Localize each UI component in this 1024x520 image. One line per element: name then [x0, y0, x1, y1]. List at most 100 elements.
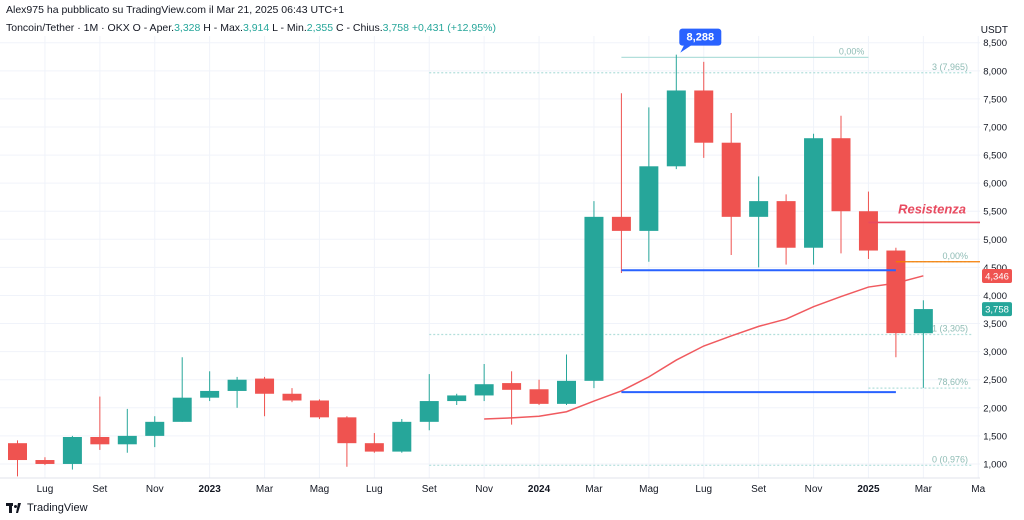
candle-body — [886, 250, 906, 334]
price-tag-label: 3,758 — [985, 305, 1009, 316]
y-tick-label: 4,000 — [983, 291, 1007, 302]
candle-body — [145, 421, 165, 436]
x-tick-label: Mar — [585, 484, 603, 495]
close-value: 3,758 — [382, 22, 409, 34]
publisher-line: Alex975 ha pubblicato su TradingView.com… — [6, 4, 345, 16]
x-tick-label: Lug — [366, 484, 383, 495]
candle-body — [776, 201, 796, 248]
y-tick-label: 1,500 — [983, 431, 1007, 442]
candle-body — [255, 378, 275, 394]
candle-body — [364, 443, 384, 452]
x-tick-label: Nov — [475, 484, 493, 495]
price-tag-box — [982, 269, 1012, 284]
candle-body — [309, 400, 329, 418]
high-callout-label: 8,288 — [687, 32, 715, 44]
y-tick-label: 6,500 — [983, 151, 1007, 162]
candle-body — [666, 90, 686, 167]
y-tick-label: 1,000 — [983, 459, 1007, 470]
x-tick-label: Lug — [37, 484, 54, 495]
resistance-label: Resistenza — [898, 201, 966, 216]
y-tick-label: 5,500 — [983, 207, 1007, 218]
low-value: 2,355 — [306, 22, 334, 34]
x-tick-label: Set — [751, 484, 766, 495]
x-tick-label: Mag — [639, 484, 658, 495]
y-tick-label: 2,500 — [983, 375, 1007, 386]
y-axis-unit: USDT — [981, 25, 1008, 36]
fib-level-label: 0,00% — [839, 46, 865, 56]
x-tick-label: 2025 — [857, 484, 880, 495]
y-tick-label: 7,000 — [983, 122, 1007, 133]
candle-body — [639, 166, 659, 231]
candle-body — [62, 437, 82, 464]
open-value: 3,328 — [174, 22, 201, 34]
y-tick-label: 6,000 — [983, 179, 1007, 190]
candle-body — [172, 397, 192, 422]
candle-body — [804, 138, 824, 248]
x-tick-label: Lug — [695, 484, 712, 495]
candle-body — [858, 211, 878, 251]
y-tick-label: 4,500 — [983, 263, 1007, 274]
high-callout-box — [679, 28, 722, 46]
fib-level-label: 0 (0,976) — [932, 454, 968, 464]
fib-level-label: 1 (3,305) — [932, 324, 968, 334]
candle-body — [749, 201, 769, 217]
y-tick-label: 5,000 — [983, 235, 1007, 246]
y-tick-label: 3,500 — [983, 319, 1007, 330]
candle-body — [282, 393, 302, 401]
candle-body — [8, 443, 27, 461]
change-value: +0,431 (+12,95%) — [411, 22, 496, 34]
x-tick-label: Set — [92, 484, 107, 495]
high-callout-pointer — [680, 44, 693, 53]
candle-body — [447, 395, 467, 402]
x-tick-label: Mar — [915, 484, 933, 495]
x-tick-label: Nov — [805, 484, 823, 495]
candle-body — [117, 435, 137, 445]
candle-body — [90, 437, 110, 445]
fib-level-label: 3 (7,965) — [932, 62, 968, 72]
ohlc-legend: Toncoin/Tether · 1M · OKX O - Aper.3,328… — [6, 22, 496, 34]
candle-body — [611, 216, 631, 231]
candle-body — [529, 389, 549, 404]
y-tick-label: 3,000 — [983, 347, 1007, 358]
low-label: L - Min. — [272, 22, 307, 34]
candle-body — [337, 417, 357, 444]
candle-body — [831, 138, 851, 212]
x-tick-label: 2024 — [528, 484, 551, 495]
price-tag-label: 4,346 — [985, 272, 1009, 283]
candle-body — [694, 90, 714, 143]
open-label: O - Aper. — [132, 22, 175, 34]
candle-body — [557, 380, 576, 404]
candle-body — [392, 421, 412, 452]
x-tick-label: Mag — [310, 484, 329, 495]
candle-body — [419, 401, 439, 422]
candle-body — [502, 383, 522, 390]
tradingview-logo-icon — [6, 503, 22, 513]
footer-brand: TradingView — [6, 502, 88, 514]
y-tick-label: 7,500 — [983, 94, 1007, 105]
x-tick-label: Mar — [256, 484, 274, 495]
x-tick-label: Nov — [146, 484, 164, 495]
candle-body — [35, 460, 55, 464]
fib-level-label: 78,60% — [937, 377, 968, 387]
x-tick-label: Ma — [971, 484, 985, 495]
close-label: C - Chius. — [335, 22, 383, 34]
candle-body — [474, 384, 494, 396]
symbol-label: Toncoin/Tether · 1M · OKX — [6, 22, 130, 34]
y-tick-label: 8,000 — [983, 66, 1007, 77]
high-label: H - Max. — [203, 22, 243, 34]
candle-body — [200, 390, 220, 398]
candle-body — [584, 216, 604, 381]
candle-body — [913, 309, 933, 334]
candle-body — [227, 379, 247, 391]
footer-brand-label: TradingView — [27, 502, 88, 514]
price-tag-box — [982, 302, 1012, 317]
y-tick-label: 8,500 — [983, 38, 1007, 49]
moving-average-line — [484, 275, 924, 420]
y-tick-label: 2,000 — [983, 403, 1007, 414]
candle-body — [721, 142, 741, 217]
fib-level-label: 0,00% — [942, 251, 968, 261]
x-tick-label: Set — [422, 484, 437, 495]
high-value: 3,914 — [242, 22, 270, 34]
x-tick-label: 2023 — [199, 484, 222, 495]
